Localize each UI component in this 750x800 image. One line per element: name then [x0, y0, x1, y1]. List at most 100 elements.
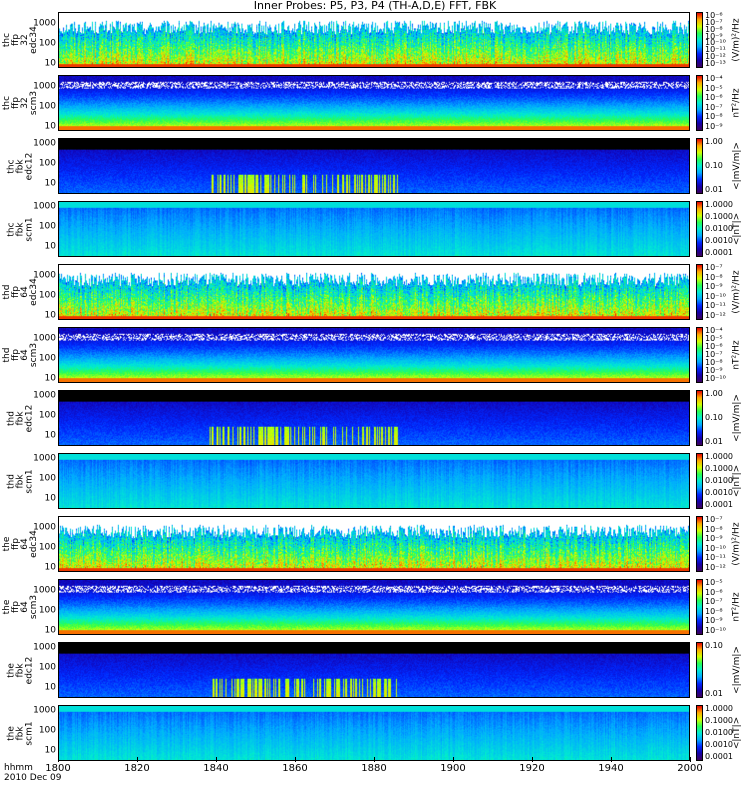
colorbar-unit: <|mV/m|> — [726, 642, 748, 698]
colorbar-tick-label: 0.0010 — [705, 488, 733, 497]
y-tick-label: 10 — [44, 562, 56, 573]
spectrogram-plot — [58, 642, 690, 698]
y-tick-label: 1000 — [33, 81, 56, 92]
colorbar-tick-label: 0.0010 — [705, 236, 733, 245]
colorbar — [696, 264, 703, 320]
spectrogram-image — [59, 265, 689, 319]
y-tick-label: 100 — [38, 221, 56, 232]
x-tick-mark — [611, 757, 612, 762]
colorbar-tick-label: 10⁻¹⁰ — [705, 291, 726, 301]
colorbar — [696, 390, 703, 446]
colorbar-tick-label: 10⁻⁷ — [705, 17, 723, 27]
y-tick-label: 100 — [38, 542, 56, 553]
colorbar-tick-label: 10⁻⁸ — [705, 606, 723, 616]
colorbar-ticks: 0.10 0.01 — [705, 642, 725, 698]
y-tick-label: 1000 — [33, 201, 56, 212]
y-tick-label: 100 — [38, 662, 56, 673]
colorbar-ticks: 10⁻⁵ 10⁻⁶ 10⁻⁷ 10⁻⁸ 10⁻⁹ 10⁻¹⁰ — [705, 579, 726, 635]
y-tick-label: 1000 — [33, 585, 56, 596]
spectrogram-image — [59, 517, 689, 571]
colorbar-unit: (V/m)²/Hz — [726, 12, 748, 68]
time-axis: 1800 1820 1840 1860 1880 1900 1920 1940 2000 — [45, 757, 703, 774]
colorbar-unit-text: <|nT|> — [732, 716, 743, 750]
spectrogram-plot — [58, 453, 690, 509]
colorbar-tick-label: 0.1000 — [705, 464, 733, 473]
colorbar-tick-label: 0.0001 — [705, 752, 733, 761]
spectrogram-panel: the fbk scm1 1000 100 10 1.0000 0.1000 0.0100 0… — [0, 705, 750, 761]
colorbar-tick-label: 10⁻¹¹ — [705, 45, 726, 55]
colorbar-unit-text: <|mV/m|> — [732, 646, 742, 694]
chart-title: Inner Probes: P5, P3, P4 (TH-A,D,E) FFT,… — [253, 0, 497, 12]
x-tick-label: 1900 — [440, 763, 466, 774]
colorbar-tick-label: 0.0010 — [705, 740, 733, 749]
spectrogram-panel: thd fbk edc12 1000 100 10 1.00 0.10 0.01 <|mV/m… — [0, 390, 750, 446]
spectrogram-panel: thc ffp 32 edc34 1000 100 10 10⁻⁶ 10⁻⁷ 10⁻⁸ 10⁻… — [0, 12, 750, 68]
colorbar-ticks: 1.00 0.10 0.01 — [705, 138, 725, 194]
x-tick-mark — [137, 757, 138, 762]
x-tick-mark — [532, 757, 533, 762]
colorbar-unit: <|nT|> — [726, 705, 748, 761]
colorbar-unit: (V/m)²/Hz — [726, 516, 748, 572]
colorbar-tick-label: 1.0000 — [705, 704, 733, 713]
y-tick-label: 10 — [44, 493, 56, 504]
colorbar-ticks: 1.0000 0.1000 0.0100 0.0010 0.0001 — [705, 453, 733, 509]
y-tick-label: 100 — [38, 353, 56, 364]
y-tick-label: 100 — [38, 290, 56, 301]
spectrogram-panel: thd ffp 64 edc34 1000 100 10 10⁻⁷ 10⁻⁸ 10⁻⁹ 10⁻… — [0, 264, 750, 320]
spectrogram-image — [59, 643, 689, 697]
x-tick-mark — [374, 757, 375, 762]
spectrogram-image — [59, 391, 689, 445]
spectrogram-image — [59, 139, 689, 193]
colorbar-tick-label: 10⁻⁹ — [705, 31, 723, 41]
y-tick-label: 10 — [44, 178, 56, 189]
colorbar-ticks: 10⁻⁶ 10⁻⁷ 10⁻⁸ 10⁻⁹ 10⁻¹⁰ 10⁻¹¹ 10⁻¹² 10⁻¹³ — [705, 11, 726, 68]
colorbar-tick-label: 10⁻¹¹ — [705, 553, 726, 563]
colorbar-tick-label: 10⁻⁹ — [705, 122, 723, 131]
colorbar-tick-label: 1.0000 — [705, 452, 733, 461]
spectrogram-plot — [58, 201, 690, 257]
colorbar-tick-label: 10⁻⁴ — [705, 74, 723, 83]
spectrogram-image — [59, 202, 689, 256]
x-tick-mark — [216, 757, 217, 762]
colorbar — [696, 579, 703, 635]
colorbar-unit: <|mV/m|> — [726, 390, 748, 446]
spectrogram-plot — [58, 12, 690, 68]
y-tick-label: 1000 — [33, 522, 56, 533]
colorbar-unit-text: <|nT|> — [732, 464, 743, 498]
spectrogram-plot — [58, 75, 690, 131]
colorbar-tick-label: 0.1000 — [705, 716, 733, 725]
colorbar-unit-text: nT²/Hz — [732, 340, 742, 370]
colorbar-tick-label: 0.01 — [705, 185, 723, 194]
colorbar-tick-label: 10⁻¹¹ — [705, 301, 726, 311]
x-tick-label: 1800 — [45, 763, 71, 774]
colorbar-unit-text: (V/m)²/Hz — [732, 270, 742, 314]
colorbar-tick-label: 0.0001 — [705, 248, 733, 257]
colorbar-unit: nT²/Hz — [726, 327, 748, 383]
colorbar-tick-label: 0.10 — [705, 161, 723, 170]
colorbar-tick-label: 1.00 — [705, 137, 723, 146]
colorbar-tick-label: 0.0100 — [705, 476, 733, 485]
y-tick-label: 100 — [38, 473, 56, 484]
colorbar-tick-label: 10⁻⁹ — [705, 534, 723, 544]
colorbar-ticks: 10⁻⁷ 10⁻⁸ 10⁻⁹ 10⁻¹⁰ 10⁻¹¹ 10⁻¹² — [705, 264, 726, 320]
x-tick-label: 1920 — [519, 763, 545, 774]
colorbar-tick-label: 10⁻⁷ — [705, 102, 723, 112]
colorbar-tick-label: 10⁻¹⁰ — [705, 374, 726, 383]
y-tick-label: 100 — [38, 101, 56, 112]
colorbar-tick-label: 10⁻⁷ — [705, 350, 723, 359]
colorbar-ticks: 10⁻⁷ 10⁻⁸ 10⁻⁹ 10⁻¹⁰ 10⁻¹¹ 10⁻¹² — [705, 516, 726, 572]
colorbar-tick-label: 0.0100 — [705, 728, 733, 737]
y-tick-label: 100 — [38, 38, 56, 49]
spectrogram-panel: thc fbk scm1 1000 100 10 1.0000 0.1000 0.0100 0… — [0, 201, 750, 257]
date-label: 2010 Dec 09 — [4, 773, 62, 783]
spectrogram-plot — [58, 264, 690, 320]
y-tick-label: 1000 — [33, 270, 56, 281]
colorbar-ticks: 10⁻⁴ 10⁻⁵ 10⁻⁶ 10⁻⁷ 10⁻⁸ 10⁻⁹ 10⁻¹⁰ — [705, 327, 726, 383]
colorbar-tick-label: 10⁻⁹ — [705, 366, 723, 375]
x-tick-mark — [58, 757, 59, 762]
spectrogram-image — [59, 328, 689, 382]
colorbar — [696, 453, 703, 509]
spectrogram-image — [59, 580, 689, 634]
colorbar-tick-label: 10⁻⁶ — [705, 11, 723, 20]
colorbar-ticks: 1.0000 0.1000 0.0100 0.0010 0.0001 — [705, 705, 733, 761]
